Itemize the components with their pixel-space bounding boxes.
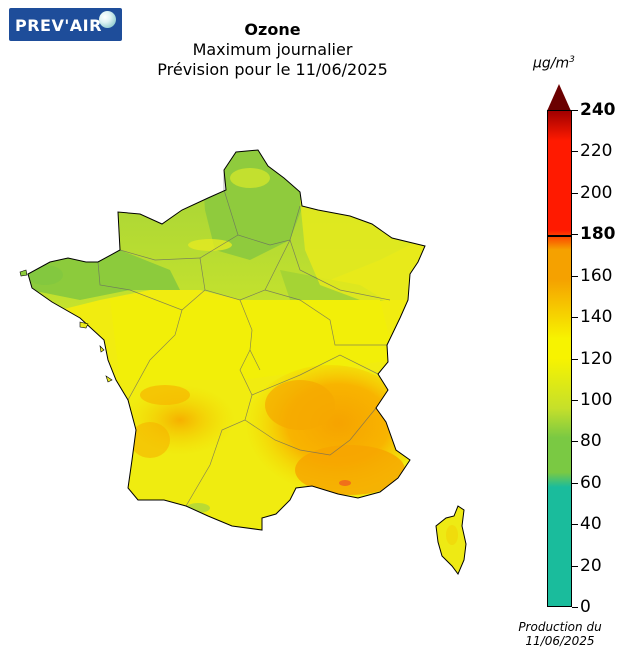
colorbar-tick-mark [572,317,578,319]
colorbar-tick-mark [572,234,578,236]
colorbar-tick-label: 80 [580,431,602,452]
colorbar-tick-mark [572,151,578,153]
colorbar-tick-label: 140 [580,307,613,328]
map-title: Ozone [244,20,301,39]
colorbar-tick-mark [572,192,578,194]
colorbar-tick-mark [572,110,578,111]
colorbar-tick-mark [572,565,578,567]
colorbar-tick-label: 180 [580,224,616,245]
colorbar-tick-label: 20 [580,555,602,576]
map-subtitle: Maximum journalier [192,40,353,59]
production-line1: Production du [518,620,602,634]
unit-label: µg/m3 [533,55,575,72]
colorbar-gradient [547,110,572,607]
production-label: Production du 11/06/2025 [500,620,620,648]
forecast-date-label: Prévision pour le 11/06/2025 [157,60,388,79]
logo-text: PREV'AIR [15,16,102,35]
colorbar-tick-label: 200 [580,182,613,203]
colorbar-tick-label: 60 [580,472,602,493]
colorbar-threshold-line [547,235,572,237]
colorbar-tick-label: 220 [580,141,613,162]
colorbar-tick-label: 160 [580,265,613,286]
colorbar-tick-mark [572,524,578,526]
colorbar-tick-label: 0 [580,597,591,617]
colorbar-tick-label: 120 [580,348,613,369]
region-borders [97,170,391,507]
prevair-logo: PREV'AIR [9,8,122,41]
unit-text: µg/m [533,55,570,72]
production-date: 11/06/2025 [525,634,595,648]
colorbar-tick-mark [572,399,578,401]
colorbar-tick-label: 40 [580,514,602,535]
colorbar-tick-mark [572,441,578,443]
colorbar [540,80,580,610]
colorbar-arrow-icon [547,84,571,111]
colorbar-tick-label: 100 [580,389,613,410]
colorbar-tick-mark [572,607,578,608]
unit-exponent: 3 [569,55,575,65]
colorbar-tick-mark [572,482,578,484]
colorbar-tick-mark [572,358,578,360]
map-title-block: Ozone Maximum journalier Prévision pour … [140,20,405,80]
colorbar-tick-mark [572,275,578,277]
logo-bubble-icon [99,11,116,28]
colorbar-tick-label: 240 [580,100,616,120]
